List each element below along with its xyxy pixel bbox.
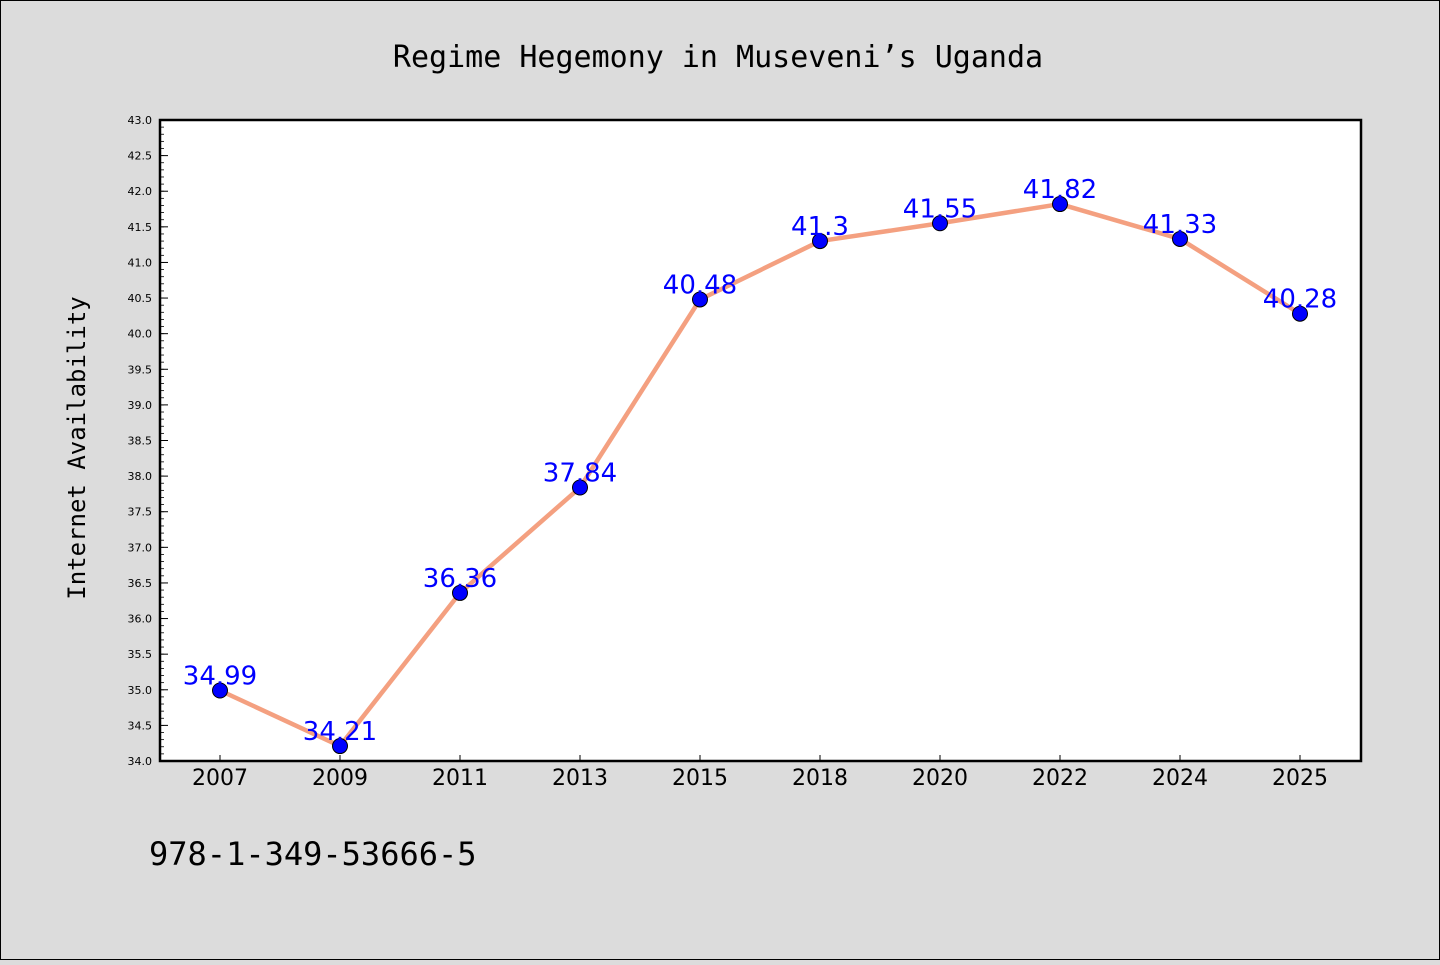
data-label: 40.48 xyxy=(663,270,737,300)
y-tick-label: 40.0 xyxy=(128,328,153,341)
x-tick-label: 2007 xyxy=(192,766,248,791)
y-tick-label: 34.0 xyxy=(128,755,153,768)
y-tick-label: 34.5 xyxy=(128,719,153,732)
data-label: 37.84 xyxy=(543,459,617,489)
x-tick-label: 2024 xyxy=(1152,766,1208,791)
data-point xyxy=(1052,196,1068,213)
data-point xyxy=(692,291,708,308)
chart-title: Regime Hegemony in Museveni’s Uganda xyxy=(393,40,1043,75)
plot-area xyxy=(158,118,1363,763)
y-tick-label: 42.0 xyxy=(128,185,153,198)
data-label: 34.21 xyxy=(303,717,377,747)
y-tick-label: 35.0 xyxy=(128,684,153,697)
data-point xyxy=(932,215,948,232)
y-tick-label: 37.5 xyxy=(128,506,153,519)
y-tick-label: 43.0 xyxy=(128,114,153,127)
y-tick-label: 42.5 xyxy=(128,150,153,163)
isbn-footer: 978-1-349-53666-5 xyxy=(149,835,477,873)
y-tick-label: 38.0 xyxy=(128,470,153,483)
data-label: 41.55 xyxy=(903,194,977,224)
series-line xyxy=(217,201,1303,749)
data-point xyxy=(332,738,348,755)
data-point xyxy=(452,584,468,601)
data-point xyxy=(572,479,588,496)
data-point xyxy=(1292,305,1308,322)
y-tick-label: 36.5 xyxy=(128,577,153,590)
x-tick-label: 2011 xyxy=(432,766,488,791)
x-tick-label: 2015 xyxy=(672,766,728,791)
y-tick-label: 35.5 xyxy=(128,648,153,661)
data-label: 41.3 xyxy=(791,212,849,242)
data-point xyxy=(1172,230,1188,247)
y-tick-label: 36.0 xyxy=(128,613,153,626)
data-label: 36.36 xyxy=(423,564,497,594)
data-point xyxy=(212,682,228,699)
series-internet-availability: 34.99 34.21 36.36 37.84 40.48 41.3 41.55 41.82 4… xyxy=(183,175,1337,755)
data-label: 34.99 xyxy=(183,661,257,691)
x-tick-label: 2018 xyxy=(792,766,848,791)
y-tick-label: 37.0 xyxy=(128,541,153,554)
data-label: 41.33 xyxy=(1143,210,1217,240)
x-axis: 2007 2009 2011 2013 2015 2018 2020 2022 2024 2025 xyxy=(192,755,1328,791)
data-label: 41.82 xyxy=(1023,175,1097,205)
x-tick-label: 2009 xyxy=(312,766,368,791)
x-tick-label: 2013 xyxy=(552,766,608,791)
y-tick-label: 40.5 xyxy=(128,292,153,305)
y-axis-label: Internet Availability xyxy=(63,296,91,599)
y-tick-label: 39.5 xyxy=(128,363,153,376)
y-tick-label: 38.5 xyxy=(128,435,153,448)
data-point xyxy=(812,233,828,250)
y-tick-label: 39.0 xyxy=(128,399,153,412)
x-tick-label: 2020 xyxy=(912,766,968,791)
y-axis: 34.0 34.5 35.0 35.5 36.0 36.5 37.0 37.5 38.0 38.5… xyxy=(128,114,168,768)
y-tick-label: 41.5 xyxy=(128,221,153,234)
data-label: 40.28 xyxy=(1263,285,1337,315)
x-tick-label: 2025 xyxy=(1272,766,1328,791)
y-tick-label: 41.0 xyxy=(128,256,153,269)
x-tick-label: 2022 xyxy=(1032,766,1088,791)
